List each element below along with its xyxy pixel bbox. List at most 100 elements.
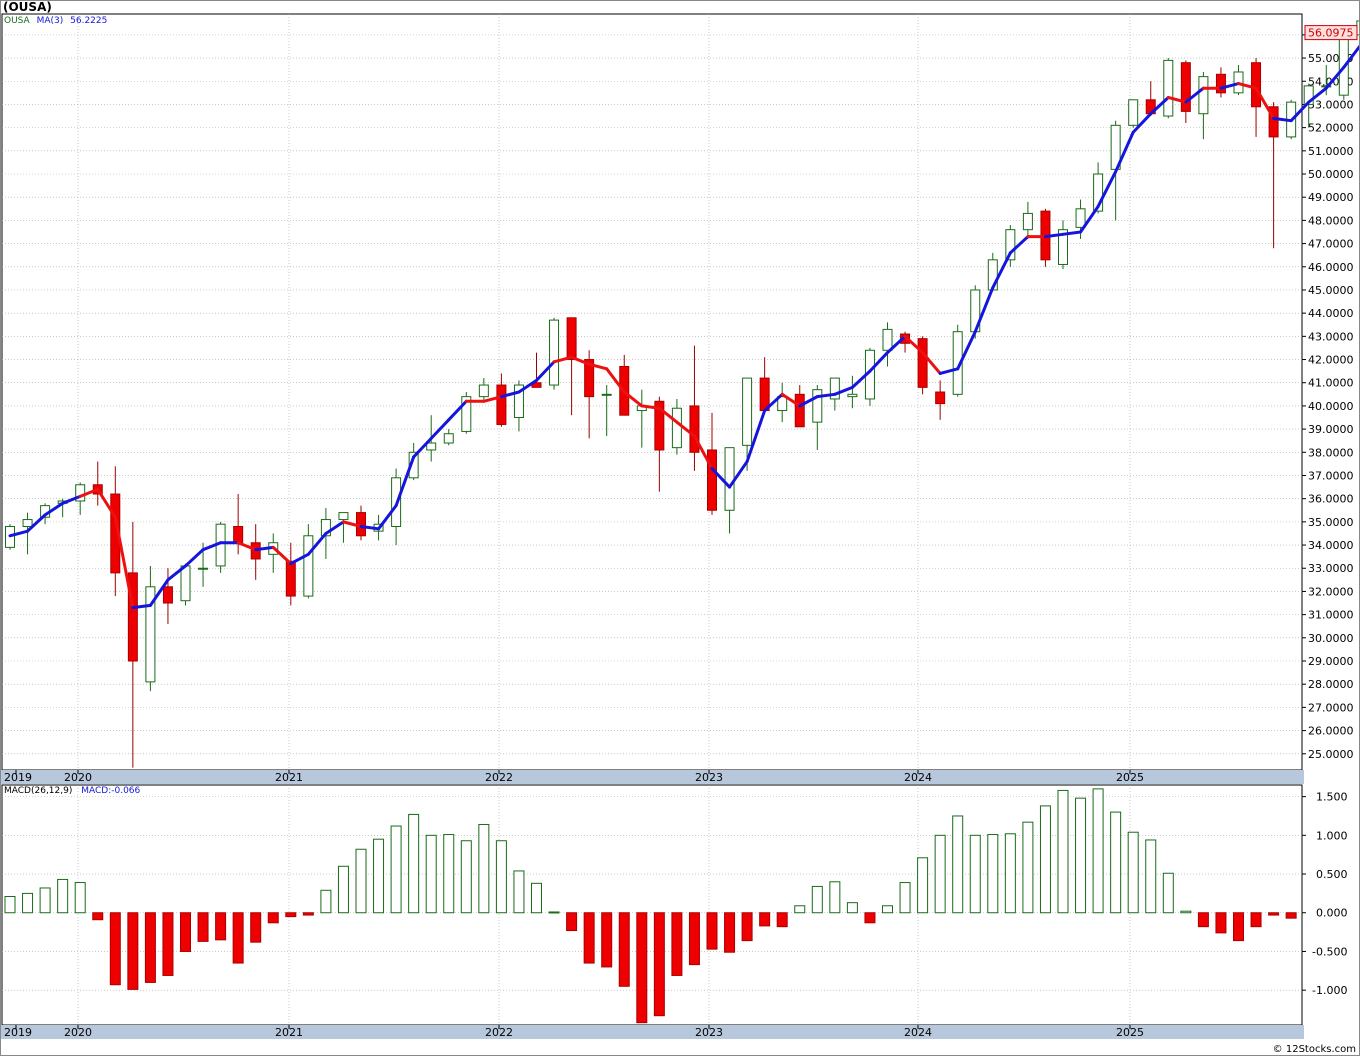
macd-bar — [987, 834, 999, 914]
price-tick-label: 51.0000 — [1308, 145, 1354, 158]
macd-bar — [566, 912, 578, 932]
ma3-segment — [8, 529, 30, 538]
macd-bar — [829, 881, 841, 914]
ma3-segment — [148, 578, 170, 607]
price-tick-label: 32.0000 — [1308, 585, 1354, 598]
macd-bar — [127, 912, 139, 990]
price-tick-label: 40.0000 — [1308, 400, 1354, 413]
ma3-segment — [166, 564, 187, 582]
macd-bar — [513, 870, 525, 914]
candle-body — [198, 567, 209, 570]
macd-bar — [267, 912, 279, 924]
macd-bar — [337, 865, 349, 914]
macd-bar — [864, 912, 876, 924]
candle-body — [1303, 85, 1314, 105]
macd-bar — [899, 882, 911, 914]
candle-body — [584, 359, 595, 398]
ma3-segment — [1272, 116, 1293, 123]
ma3-segment — [1219, 82, 1240, 90]
ma3-segment — [1008, 235, 1030, 255]
ma3-segment — [1166, 95, 1188, 104]
price-tick-label: 53.0000 — [1308, 98, 1354, 111]
macd-bar — [1180, 910, 1192, 914]
macd-xaxis-label: 2022 — [485, 1026, 513, 1039]
macd-bar — [618, 912, 630, 987]
macd-bar — [1057, 789, 1069, 914]
macd-xaxis-label: 2021 — [275, 1026, 303, 1039]
ma3-segment — [921, 351, 942, 375]
price-tick-label: 29.0000 — [1308, 655, 1354, 668]
ma3-segment — [991, 251, 1012, 290]
macd-xaxis-label: 2025 — [1116, 1026, 1144, 1039]
ma3-segment — [728, 460, 749, 489]
price-tick-label: 50.0000 — [1308, 168, 1354, 181]
ma3-segment — [1131, 112, 1153, 134]
price-tick-label: 27.0000 — [1308, 701, 1354, 714]
candle-body — [952, 331, 963, 395]
chart-title: (OUSA) — [3, 0, 52, 14]
macd-bar — [408, 813, 420, 914]
candle-body — [1022, 212, 1033, 231]
candle-body — [724, 447, 735, 511]
price-tick-label: 39.0000 — [1308, 423, 1354, 436]
candle-body — [1251, 62, 1262, 108]
candle-body — [1198, 76, 1209, 115]
candle-body — [22, 519, 33, 528]
ma3-segment — [1307, 86, 1328, 104]
price-tick-label: 48.0000 — [1308, 214, 1354, 227]
price-tick-label: 25.0000 — [1308, 748, 1354, 761]
ma3-segment — [517, 378, 538, 394]
ma3-segment — [184, 548, 205, 568]
ma3-segment — [956, 330, 977, 371]
price-tick-label: 46.0000 — [1308, 261, 1354, 274]
macd-bar — [794, 905, 806, 914]
ma3-segment — [710, 467, 732, 489]
candle-body — [233, 526, 244, 544]
candle-body — [935, 391, 946, 405]
macd-tick-label: 0.500 — [1316, 868, 1348, 881]
macd-bar — [232, 912, 244, 964]
candle-body — [829, 377, 840, 400]
macd-bar — [215, 912, 227, 941]
macd-bar — [57, 878, 69, 914]
macd-bar — [1285, 912, 1297, 919]
macd-bar — [180, 912, 191, 952]
macd-bar — [601, 912, 613, 968]
candle-body — [478, 384, 489, 398]
price-tick-label: 49.0000 — [1308, 191, 1354, 204]
ma3-segment — [745, 409, 767, 464]
price-xaxis-label: 2025 — [1116, 771, 1144, 784]
price-tick-label: 34.0000 — [1308, 539, 1354, 552]
ma3-segment — [640, 404, 661, 410]
ma3-segment — [692, 434, 714, 471]
macd-bar — [1127, 831, 1139, 914]
macd-tick-label: -1.000 — [1312, 984, 1347, 997]
ma3-segment — [324, 520, 345, 535]
macd-bar — [250, 912, 262, 943]
candle-body — [338, 512, 349, 521]
macd-bar — [285, 912, 297, 918]
macd-xaxis-band — [0, 1025, 1304, 1039]
legend-macd-params: MACD(26,12,9) — [4, 786, 73, 796]
price-tick-label: 36.0000 — [1308, 493, 1354, 506]
price-tick-label: 33.0000 — [1308, 562, 1354, 575]
ma3-segment — [289, 552, 310, 566]
macd-bar — [1092, 788, 1104, 914]
ma3-segment — [1043, 232, 1065, 239]
macd-bar — [583, 912, 595, 964]
ma3-segment — [657, 406, 679, 424]
macd-bar — [1075, 797, 1087, 914]
macd-bar — [846, 902, 858, 914]
macd-bar — [1268, 912, 1280, 916]
macd-bar — [776, 912, 788, 928]
last-price-tag — [1304, 25, 1358, 41]
macd-xaxis-label: 2020 — [64, 1026, 92, 1039]
price-tick-label: 52.0000 — [1308, 122, 1354, 135]
macd-xaxis-label: 2019 — [4, 1026, 32, 1039]
macd-bar — [355, 848, 367, 914]
macd-bar — [882, 905, 893, 914]
ma3-segment — [1342, 43, 1360, 69]
candle-body — [917, 338, 928, 388]
candle-body — [162, 586, 173, 604]
macd-bar — [1233, 912, 1244, 942]
